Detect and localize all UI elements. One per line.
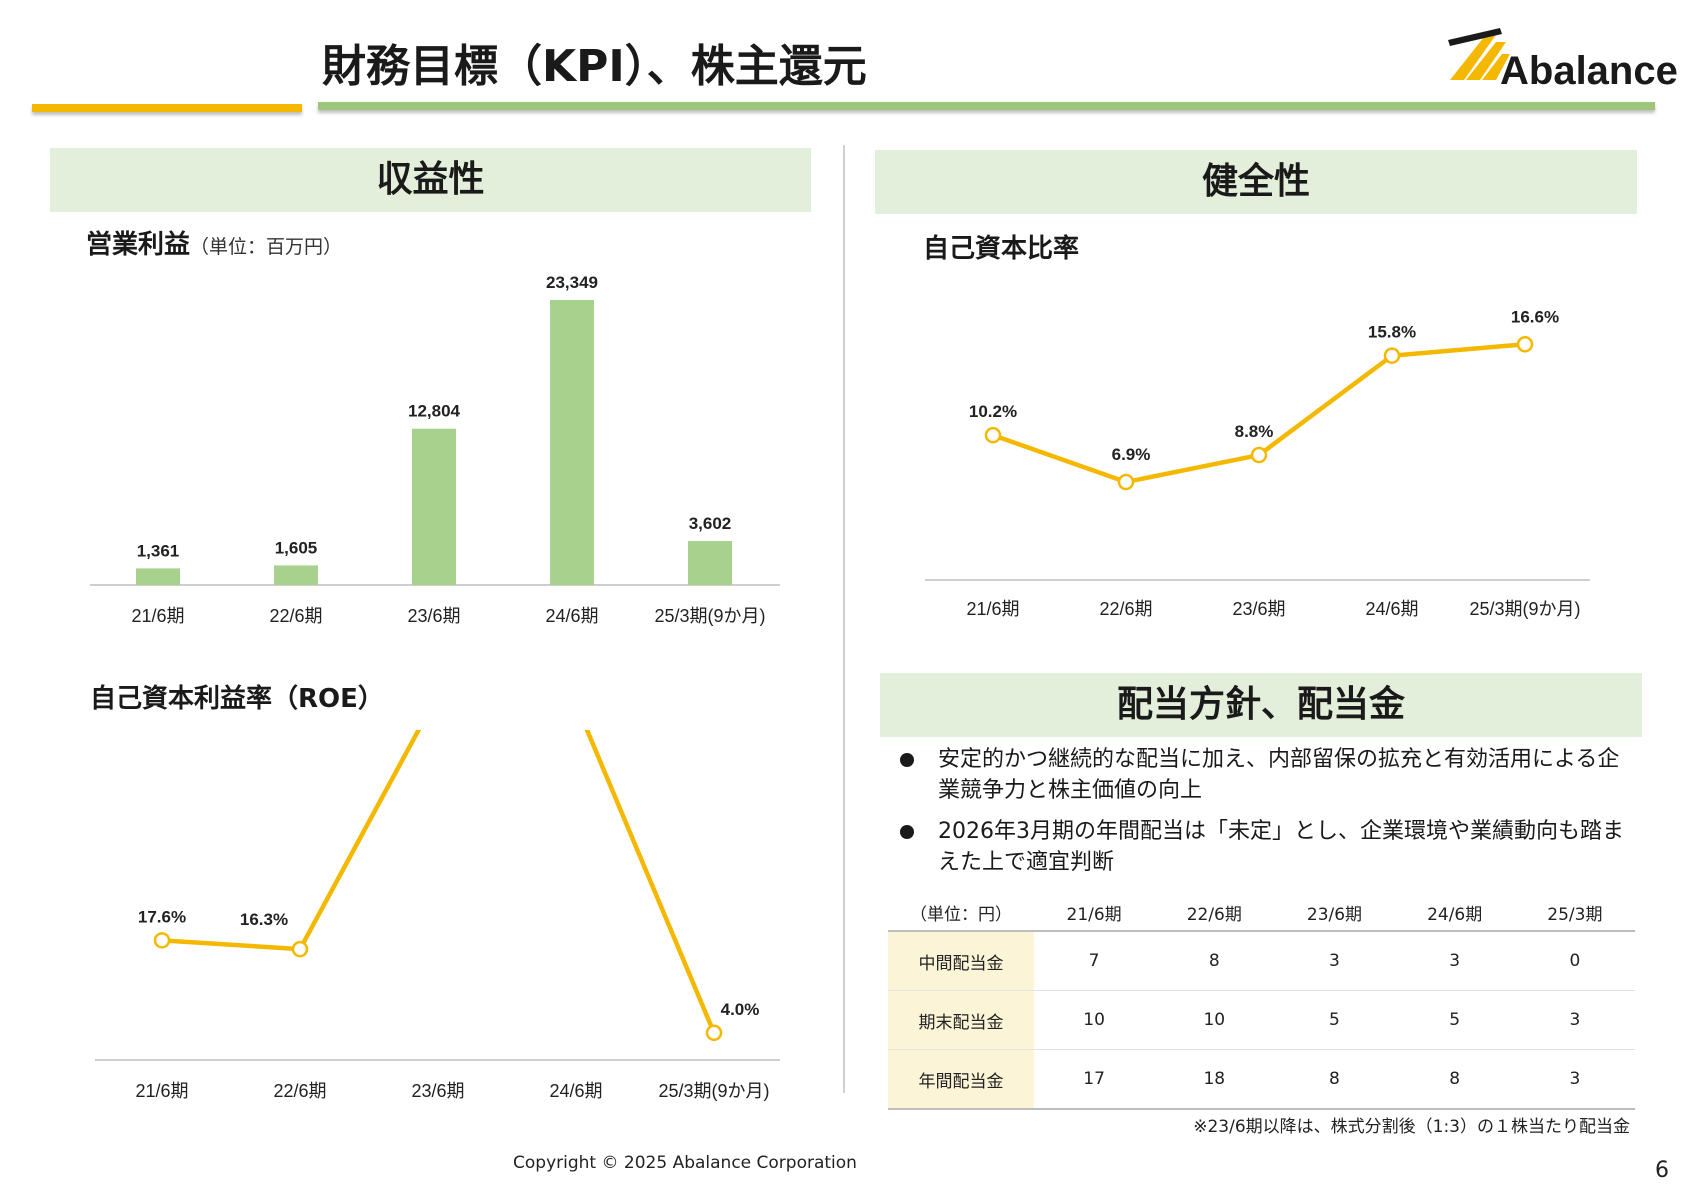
table-row-label: 年間配当金 bbox=[888, 1049, 1034, 1110]
page-title: 財務目標（KPI）、株主還元 bbox=[322, 41, 867, 92]
data-label: 4.0% bbox=[721, 1000, 760, 1019]
table-column-header: 24/6期 bbox=[1394, 894, 1515, 932]
table-cell: 5 bbox=[1394, 990, 1515, 1050]
x-tick-label: 25/3期(9か月) bbox=[1469, 599, 1580, 619]
data-point bbox=[705, 1024, 723, 1042]
bar bbox=[688, 541, 732, 585]
table-cell: 8 bbox=[1154, 931, 1275, 991]
bar bbox=[550, 300, 594, 585]
table-cell: 3 bbox=[1514, 990, 1635, 1050]
x-tick-label: 21/6期 bbox=[131, 606, 184, 626]
x-tick-label: 23/6期 bbox=[411, 1081, 464, 1101]
table-unit-label: （単位：円） bbox=[888, 894, 1034, 932]
x-tick-label: 25/3期(9か月) bbox=[658, 1081, 769, 1101]
table-cell: 3 bbox=[1514, 1049, 1635, 1110]
x-tick-label: 22/6期 bbox=[1099, 599, 1152, 619]
table-cell: 3 bbox=[1274, 931, 1395, 991]
data-point bbox=[1117, 473, 1135, 491]
data-point bbox=[1383, 347, 1401, 364]
table-cell: 7 bbox=[1034, 931, 1155, 991]
copyright-text: Copyright © 2025 Abalance Corporation bbox=[513, 1153, 857, 1173]
data-point bbox=[153, 932, 171, 949]
data-label: 8.8% bbox=[1235, 422, 1274, 441]
company-logo: Abalance bbox=[1440, 22, 1680, 93]
dividend-footnote: ※23/6期以降は、株式分割後（1:3）の１株当たり配当金 bbox=[1193, 1117, 1630, 1137]
panel-heading-soundness: 健全性 bbox=[875, 150, 1637, 214]
data-label: 15.8% bbox=[1368, 323, 1416, 342]
x-tick-label: 22/6期 bbox=[269, 606, 322, 626]
dividend-policy-bullet: 安定的かつ継続的な配当に加え、内部留保の拡充と有効活用による企業競争力と株主価値… bbox=[900, 744, 1635, 806]
data-label: 10.2% bbox=[969, 402, 1017, 421]
table-cell: 5 bbox=[1274, 990, 1395, 1050]
table-cell: 0 bbox=[1514, 931, 1635, 991]
dividend-policy-bullet: 2026年3月期の年間配当は「未定」とし、企業環境や業績動向も踏まえた上で適宜判… bbox=[900, 816, 1635, 878]
logo-mark: Abalance bbox=[1448, 28, 1678, 93]
table-cell: 17 bbox=[1034, 1049, 1155, 1110]
table-column-header: 23/6期 bbox=[1274, 894, 1395, 932]
table-column-header: 22/6期 bbox=[1154, 894, 1275, 932]
series-line bbox=[161, 730, 717, 1034]
x-tick-label: 24/6期 bbox=[549, 1081, 602, 1101]
data-point bbox=[1516, 336, 1534, 353]
data-label: 1,605 bbox=[275, 538, 318, 557]
panel-divider bbox=[843, 145, 845, 1093]
data-point bbox=[291, 940, 309, 958]
x-tick-label: 22/6期 bbox=[273, 1081, 326, 1101]
header-accent-bar-green bbox=[318, 102, 1655, 110]
equity-ratio-chart-title: 自己資本比率 bbox=[923, 234, 1080, 264]
table-row: 期末配当金 10 10 5 5 3 bbox=[888, 990, 1635, 1050]
table-row: 中間配当金 7 8 3 3 0 bbox=[888, 931, 1635, 991]
data-point bbox=[984, 426, 1002, 444]
table-cell: 3 bbox=[1394, 931, 1515, 991]
table-header-row: （単位：円） 21/6期 22/6期 23/6期 24/6期 25/3期 bbox=[888, 894, 1635, 932]
data-label: 1,361 bbox=[137, 541, 180, 560]
data-label: 3,602 bbox=[689, 514, 732, 533]
data-label: 16.6% bbox=[1511, 307, 1559, 326]
equity-ratio-chart: 10.2% 21/6期 6.9% 22/6期 8.8% 23/6期 15.8% 24/6期 16… bbox=[925, 307, 1590, 619]
bar bbox=[136, 568, 180, 585]
operating-profit-chart: 1,361 21/6期 1,605 22/6期 12,804 23/6期 23,349 24/… bbox=[90, 273, 780, 626]
dividend-policy-list: 安定的かつ継続的な配当に加え、内部留保の拡充と有効活用による企業競争力と株主価値… bbox=[900, 744, 1635, 888]
x-tick-label: 23/6期 bbox=[1232, 599, 1285, 619]
roe-chart: 17.6%21/6期16.3%22/6期53.8%23/6期52.4%24/6期… bbox=[95, 730, 780, 1101]
x-tick-label: 25/3期(9か月) bbox=[654, 606, 765, 626]
page-number: 6 bbox=[1655, 1158, 1669, 1183]
data-label: 12,804 bbox=[408, 402, 461, 421]
data-label: 23,349 bbox=[546, 273, 598, 292]
bullet-dot-icon bbox=[900, 825, 914, 839]
x-tick-label: 21/6期 bbox=[966, 599, 1019, 619]
dividend-table: （単位：円） 21/6期 22/6期 23/6期 24/6期 25/3期 中間配… bbox=[888, 894, 1635, 1110]
data-point bbox=[1250, 446, 1268, 464]
table-row-label: 中間配当金 bbox=[888, 931, 1034, 991]
table-column-header: 21/6期 bbox=[1034, 894, 1155, 932]
table-column-header: 25/3期 bbox=[1514, 894, 1635, 932]
operating-profit-chart-title: 営業利益（単位：百万円） bbox=[86, 224, 342, 261]
table-row: 年間配当金 17 18 8 8 3 bbox=[888, 1049, 1635, 1110]
x-tick-label: 21/6期 bbox=[135, 1081, 188, 1101]
table-cell: 8 bbox=[1274, 1049, 1395, 1110]
operating-profit-unit: （単位：百万円） bbox=[190, 236, 343, 258]
data-label: 17.6% bbox=[138, 907, 186, 926]
table-cell: 10 bbox=[1034, 990, 1155, 1050]
x-tick-label: 24/6期 bbox=[1365, 599, 1418, 619]
bar bbox=[274, 565, 318, 585]
table-cell: 10 bbox=[1154, 990, 1275, 1050]
dividend-heading: 配当方針、配当金 bbox=[880, 673, 1642, 737]
table-cell: 18 bbox=[1154, 1049, 1275, 1110]
data-label: 6.9% bbox=[1112, 445, 1151, 464]
header-accent-bar-yellow bbox=[32, 104, 302, 112]
table-row-label: 期末配当金 bbox=[888, 990, 1034, 1050]
bullet-dot-icon bbox=[900, 753, 914, 767]
x-tick-label: 23/6期 bbox=[407, 606, 460, 626]
data-label: 16.3% bbox=[240, 910, 288, 929]
roe-chart-title: 自己資本利益率（ROE） bbox=[90, 684, 384, 714]
operating-profit-title: 営業利益 bbox=[86, 230, 191, 260]
logo-text: Abalance bbox=[1500, 49, 1678, 92]
x-tick-label: 24/6期 bbox=[545, 606, 598, 626]
table-cell: 8 bbox=[1394, 1049, 1515, 1110]
bar bbox=[412, 428, 456, 585]
panel-heading-profitability: 収益性 bbox=[50, 148, 811, 212]
